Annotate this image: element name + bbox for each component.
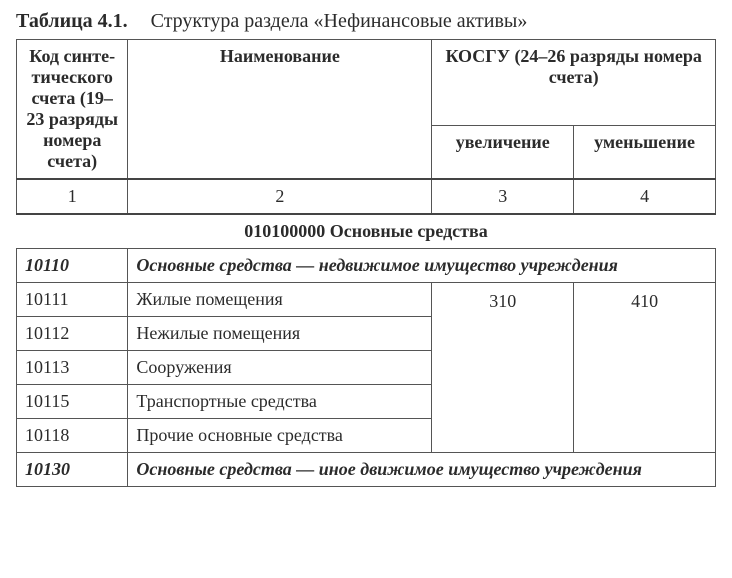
row-code: 10111: [17, 283, 128, 317]
header-kosgu: КОСГУ (24–26 разряды номера счета): [432, 40, 716, 126]
header-increase: увеличение: [432, 125, 574, 179]
group2-title: Основные средства — иное движимое имущес…: [128, 453, 716, 487]
main-table: Код синте­тического счета (19–23 разряды…: [16, 39, 716, 487]
colnum-1: 1: [17, 179, 128, 214]
value-increase: 310: [432, 283, 574, 453]
row-code: 10115: [17, 385, 128, 419]
row-code: 10113: [17, 351, 128, 385]
row-name: Сооружения: [128, 351, 432, 385]
header-row-1: Код синте­тического счета (19–23 разряды…: [17, 40, 716, 126]
row-code: 10112: [17, 317, 128, 351]
header-decrease: уменьшение: [574, 125, 716, 179]
row-name: Нежилые помещения: [128, 317, 432, 351]
colnum-4: 4: [574, 179, 716, 214]
group-row-2: 10130 Основные средства — иное движимое …: [17, 453, 716, 487]
header-name: Наименование: [128, 40, 432, 180]
table-caption: Таблица 4.1. Структура раздела «Нефинанс…: [16, 10, 716, 33]
section-title: 010100000 Основные средства: [17, 214, 716, 249]
table-row: 10111 Жилые помещения 310 410: [17, 283, 716, 317]
group1-code: 10110: [17, 249, 128, 283]
row-name: Жилые помещения: [128, 283, 432, 317]
row-name: Прочие основные средства: [128, 419, 432, 453]
column-numbers: 1 2 3 4: [17, 179, 716, 214]
table-number: Таблица 4.1.: [16, 10, 128, 32]
colnum-3: 3: [432, 179, 574, 214]
group2-code: 10130: [17, 453, 128, 487]
group1-title: Основные средства — недвижимое имущество…: [128, 249, 716, 283]
section-row: 010100000 Основные средства: [17, 214, 716, 249]
table-title: Структура раздела «Нефинансовые активы»: [151, 10, 528, 32]
group-row-1: 10110 Основные средства — недвижимое иму…: [17, 249, 716, 283]
row-code: 10118: [17, 419, 128, 453]
row-name: Транспортные средства: [128, 385, 432, 419]
header-code: Код синте­тического счета (19–23 разряды…: [17, 40, 128, 180]
value-decrease: 410: [574, 283, 716, 453]
colnum-2: 2: [128, 179, 432, 214]
